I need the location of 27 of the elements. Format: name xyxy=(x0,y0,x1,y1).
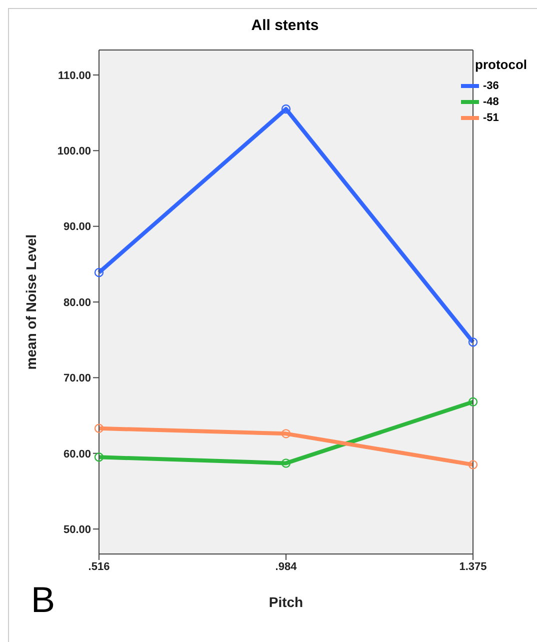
point xyxy=(468,397,478,406)
x-tick-label: .984 xyxy=(275,560,298,573)
x-tick-label: 1.375 xyxy=(459,560,487,573)
point xyxy=(94,268,104,278)
point xyxy=(94,424,104,433)
point xyxy=(281,429,291,438)
y-tick-label: 90.00 xyxy=(63,221,91,234)
legend-label: -48 xyxy=(482,96,500,108)
point xyxy=(94,452,104,462)
x-axis-title: Pitch xyxy=(268,594,304,610)
text: B xyxy=(31,579,56,621)
y-tick-label: 80.00 xyxy=(63,296,91,309)
point xyxy=(281,458,291,468)
y-tick-label: 100.00 xyxy=(57,146,91,158)
y-axis-title: mean of Noise Level xyxy=(22,234,39,370)
point xyxy=(468,460,478,470)
y-tick-label: 50.00 xyxy=(63,524,91,536)
x-tick-label: .516 xyxy=(88,560,110,573)
y-tick-label: 60.00 xyxy=(63,448,91,460)
legend-label: -36 xyxy=(482,80,500,92)
point xyxy=(281,104,291,114)
legend-label: -51 xyxy=(482,112,500,124)
y-tick-label: 110.00 xyxy=(58,70,91,82)
y-tick-label: 70.00 xyxy=(63,372,91,385)
chart-title: All stents xyxy=(250,17,320,34)
point xyxy=(468,338,478,347)
legend-title: protocol xyxy=(474,57,528,72)
